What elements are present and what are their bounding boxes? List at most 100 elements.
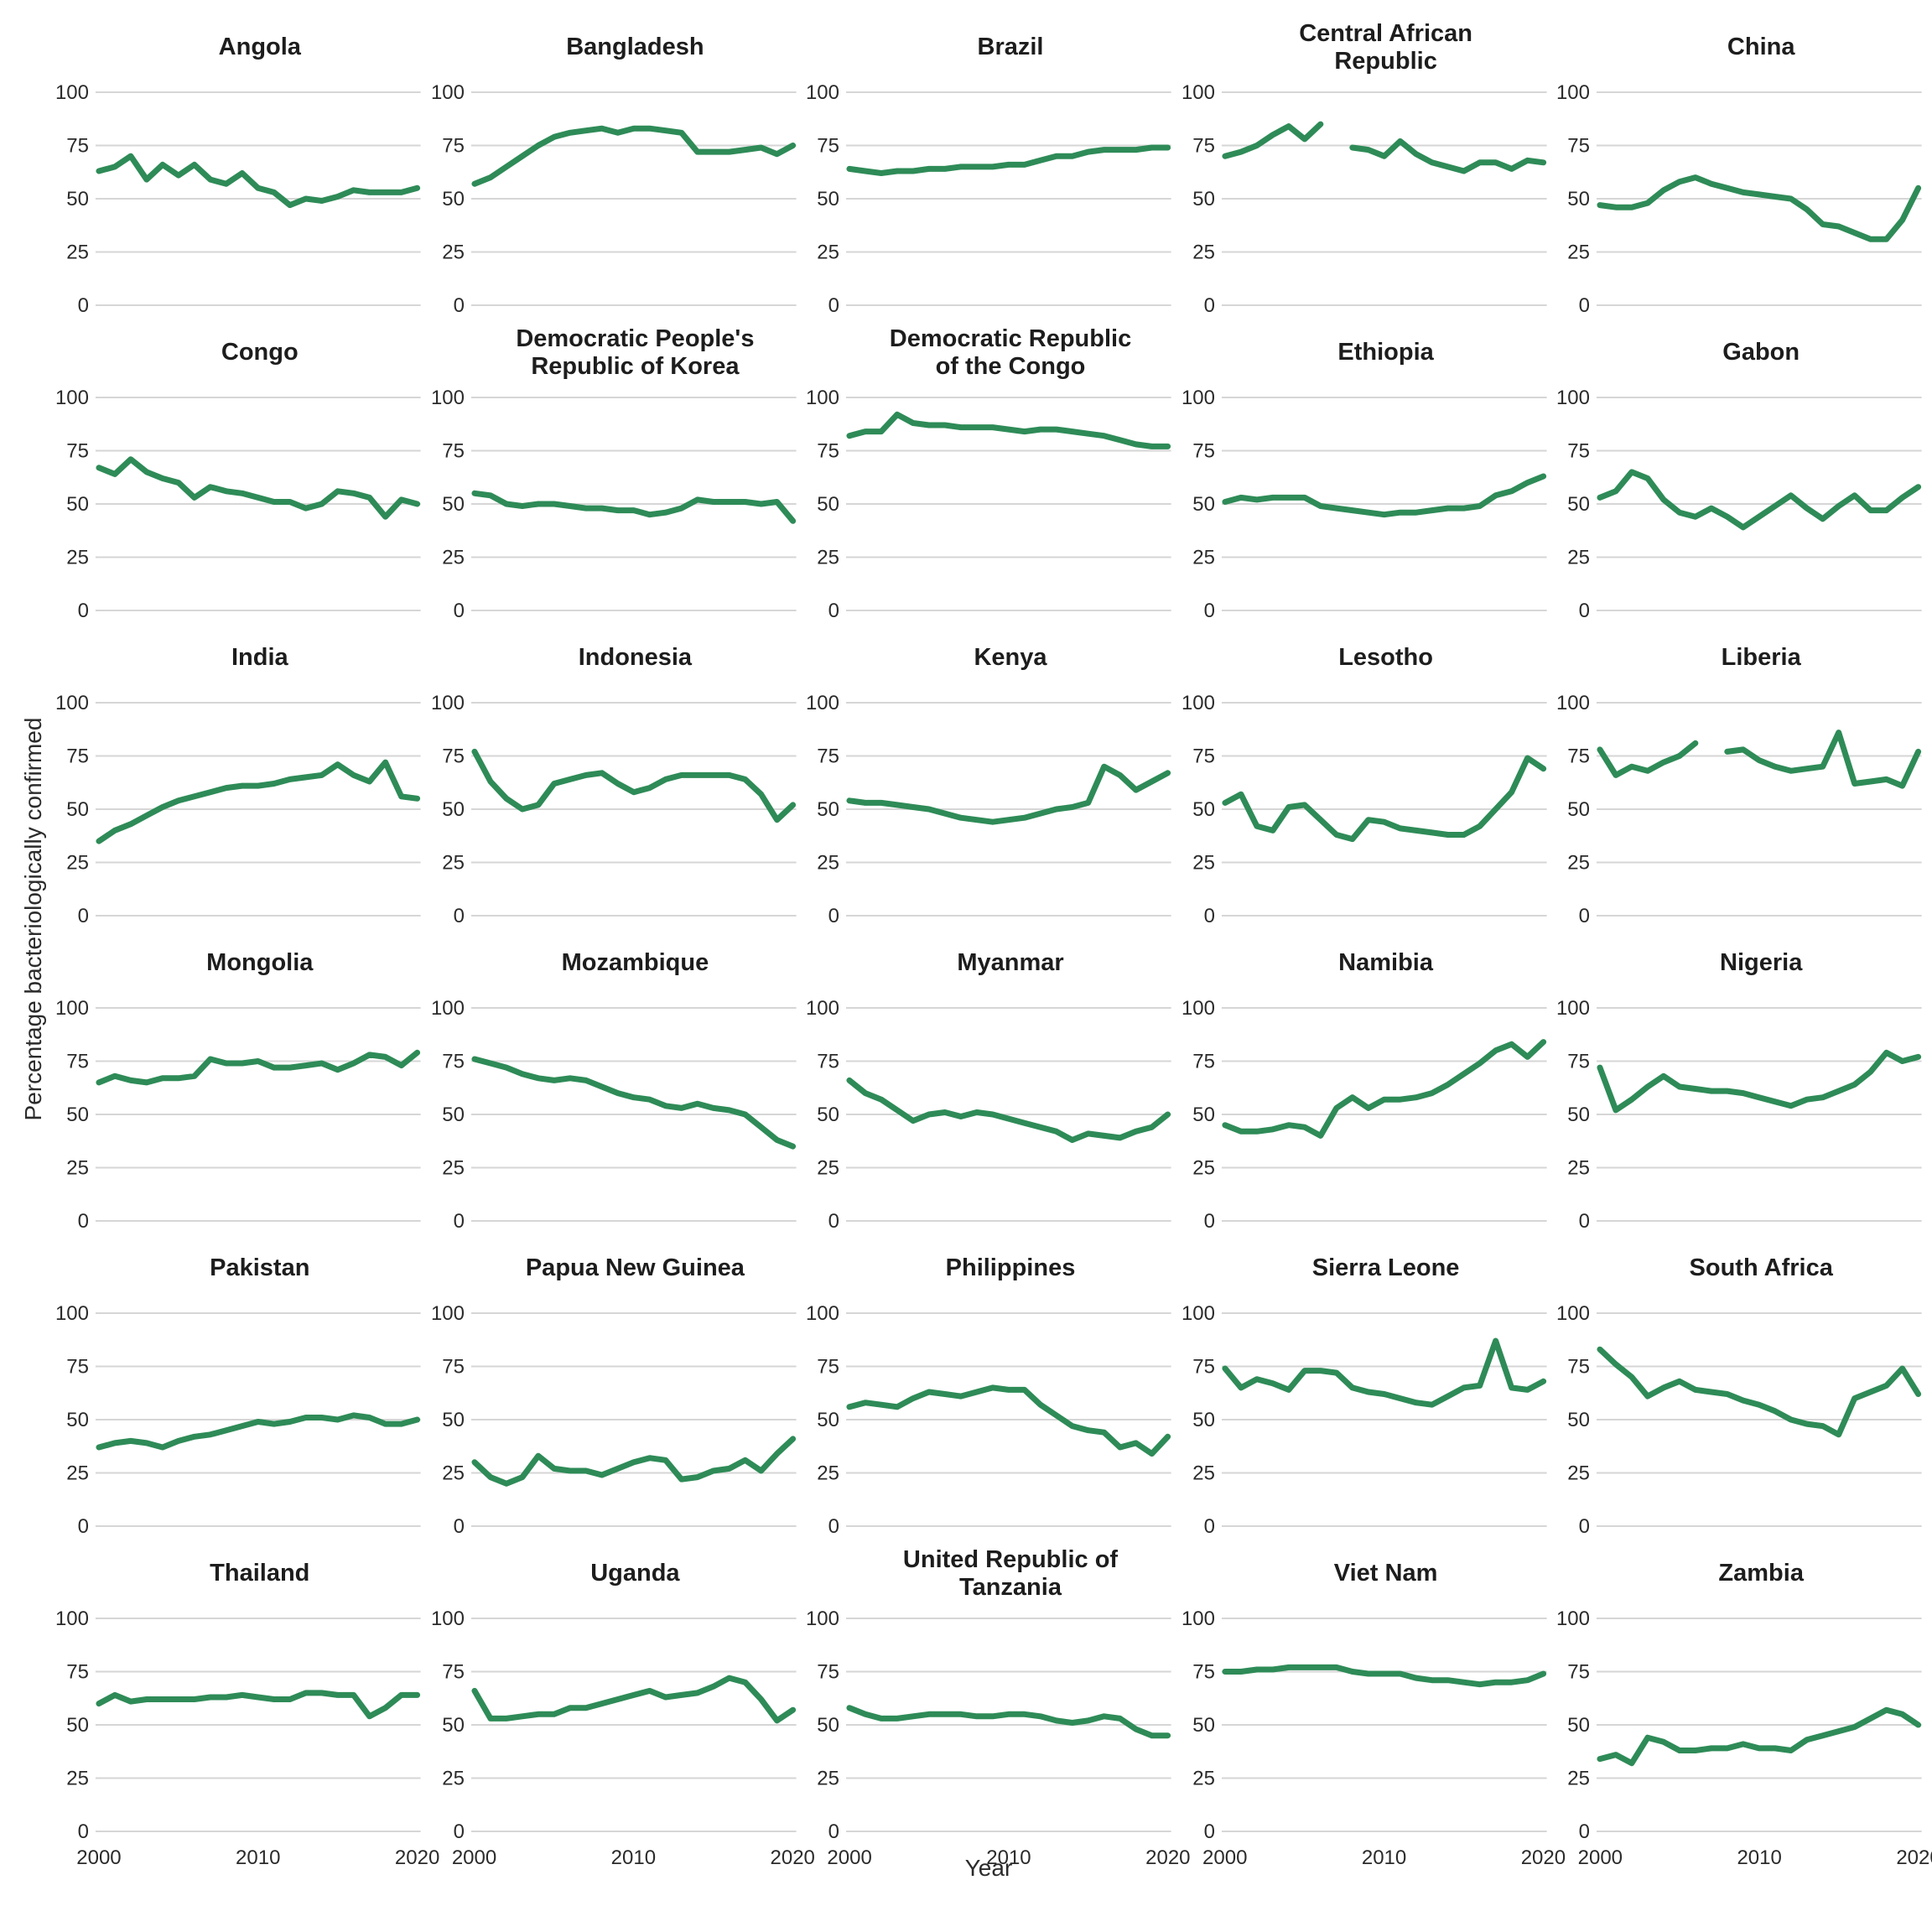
series-line bbox=[471, 1436, 796, 1487]
y-tick-label: 100 bbox=[431, 1305, 465, 1325]
facet-plot: 0 25 50 75 100 bbox=[806, 389, 1171, 622]
series-line bbox=[1222, 1039, 1546, 1139]
x-tick-label: 2020 bbox=[1896, 1846, 1932, 1869]
y-tick-label: 100 bbox=[55, 389, 89, 409]
facet-plot: 0 25 50 75 100 bbox=[55, 389, 421, 622]
x-tick-label: 2000 bbox=[76, 1846, 122, 1869]
series-line bbox=[96, 456, 421, 520]
facet-plot: 0 25 50 75 100 bbox=[1556, 1610, 1923, 1843]
facet-zambia: Zambia 0 25 50 75 100 2000 2010 2020 bbox=[1555, 1538, 1932, 1882]
x-tick-label: 2010 bbox=[986, 1846, 1031, 1869]
y-tick-label: 100 bbox=[1556, 389, 1590, 409]
x-axis-ticks: 2000 2010 2020 bbox=[429, 1846, 815, 1882]
facet-title: Nigeria bbox=[1720, 949, 1803, 977]
y-tick-label: 0 bbox=[78, 905, 89, 927]
y-tick-label: 50 bbox=[817, 1714, 839, 1737]
facet-philippines: Philippines 0 25 50 75 100 bbox=[804, 1233, 1173, 1538]
y-tick-label: 50 bbox=[1568, 1104, 1591, 1126]
facet-title: United Republic of Tanzania bbox=[902, 1545, 1119, 1601]
y-tick-label: 50 bbox=[442, 1409, 465, 1431]
facet-plot: 0 25 50 75 100 bbox=[1182, 1610, 1547, 1843]
y-tick-label: 50 bbox=[1192, 493, 1215, 516]
y-tick-label: 50 bbox=[1192, 1104, 1215, 1126]
y-tick-label: 25 bbox=[442, 1462, 465, 1484]
y-tick-label: 0 bbox=[78, 1515, 89, 1538]
y-tick-label: 0 bbox=[1203, 905, 1214, 927]
facet-plot: 0 25 50 75 100 bbox=[1182, 84, 1547, 317]
y-tick-label: 100 bbox=[55, 84, 89, 104]
y-tick-label: 75 bbox=[442, 1660, 465, 1683]
facet-ethiopia: Ethiopia 0 25 50 75 100 bbox=[1180, 317, 1549, 622]
facet-title: Philippines bbox=[945, 1254, 1076, 1282]
facet-title: Indonesia bbox=[578, 644, 693, 672]
facet-plot: 0 25 50 75 100 bbox=[55, 694, 421, 927]
y-tick-label: 50 bbox=[817, 493, 839, 516]
facet-title: South Africa bbox=[1689, 1254, 1833, 1282]
x-axis-ticks: 2000 2010 2020 bbox=[54, 1846, 439, 1882]
y-tick-label: 0 bbox=[1579, 294, 1590, 317]
facet-plot: 0 25 50 75 100 bbox=[55, 84, 421, 317]
y-tick-label: 0 bbox=[828, 1210, 839, 1233]
y-tick-label: 75 bbox=[1568, 134, 1591, 157]
facet-title: Viet Nam bbox=[1333, 1560, 1438, 1587]
y-tick-label: 75 bbox=[66, 1355, 89, 1378]
facet-papua-new-guinea: Papua New Guinea 0 25 50 75 100 bbox=[429, 1233, 798, 1538]
y-tick-label: 25 bbox=[66, 1767, 89, 1789]
y-tick-label: 100 bbox=[806, 84, 839, 104]
facet-title: Brazil bbox=[977, 34, 1044, 61]
y-tick-label: 100 bbox=[431, 84, 465, 104]
facet-bangladesh: Bangladesh 0 25 50 75 100 bbox=[429, 12, 798, 317]
series-line bbox=[846, 144, 1171, 176]
facet-title: Myanmar bbox=[957, 949, 1064, 977]
y-tick-label: 0 bbox=[828, 905, 839, 927]
y-tick-label: 25 bbox=[817, 851, 839, 874]
y-tick-label: 25 bbox=[1192, 851, 1215, 874]
facet-uganda: Uganda 0 25 50 75 100 2000 2010 2020 bbox=[429, 1538, 815, 1882]
facet-title: Liberia bbox=[1721, 644, 1801, 672]
y-tick-label: 25 bbox=[817, 546, 839, 569]
y-tick-label: 25 bbox=[442, 1767, 465, 1789]
y-tick-label: 100 bbox=[1556, 84, 1590, 104]
y-tick-label: 25 bbox=[442, 546, 465, 569]
series-line bbox=[471, 1056, 796, 1150]
y-tick-label: 75 bbox=[1568, 439, 1591, 462]
facet-title: Pakistan bbox=[210, 1254, 310, 1282]
y-tick-label: 0 bbox=[1203, 1515, 1214, 1538]
facet-india: India 0 25 50 75 100 bbox=[54, 622, 423, 927]
series-line bbox=[96, 153, 421, 209]
y-tick-label: 50 bbox=[442, 1714, 465, 1737]
y-tick-label: 100 bbox=[1556, 694, 1590, 714]
y-tick-label: 75 bbox=[442, 1050, 465, 1072]
y-tick-label: 25 bbox=[66, 241, 89, 263]
x-tick-label: 2020 bbox=[770, 1846, 815, 1869]
y-tick-label: 0 bbox=[78, 1820, 89, 1843]
facet-plot: 0 25 50 75 100 bbox=[431, 389, 797, 622]
y-tick-label: 75 bbox=[442, 1355, 465, 1378]
y-tick-label: 0 bbox=[78, 1210, 89, 1233]
y-tick-label: 75 bbox=[66, 134, 89, 157]
facet-viet-nam: Viet Nam 0 25 50 75 100 2000 2010 2020 bbox=[1180, 1538, 1566, 1882]
facet-plot: 0 25 50 75 100 bbox=[431, 1000, 797, 1233]
facet-title: China bbox=[1727, 34, 1795, 61]
facet-indonesia: Indonesia 0 25 50 75 100 bbox=[429, 622, 798, 927]
facet-plot: 0 25 50 75 100 bbox=[1556, 84, 1923, 317]
y-tick-label: 0 bbox=[78, 294, 89, 317]
y-tick-label: 50 bbox=[817, 1104, 839, 1126]
series-line bbox=[846, 1384, 1171, 1457]
y-tick-label: 100 bbox=[431, 389, 465, 409]
y-tick-label: 0 bbox=[453, 1820, 464, 1843]
y-tick-label: 50 bbox=[66, 1409, 89, 1431]
x-tick-label: 2020 bbox=[1520, 1846, 1566, 1869]
facet-title: Uganda bbox=[590, 1560, 680, 1587]
x-axis-ticks: 2000 2010 2020 bbox=[1555, 1846, 1932, 1882]
y-tick-label: 50 bbox=[66, 798, 89, 821]
y-tick-label: 75 bbox=[66, 1660, 89, 1683]
facet-title: Ethiopia bbox=[1337, 339, 1434, 366]
y-tick-label: 0 bbox=[453, 1210, 464, 1233]
facet-congo: Congo 0 25 50 75 100 bbox=[54, 317, 423, 622]
y-tick-label: 50 bbox=[66, 493, 89, 516]
y-tick-label: 100 bbox=[1182, 1000, 1215, 1020]
y-tick-label: 0 bbox=[1203, 1210, 1214, 1233]
series-line bbox=[471, 748, 796, 823]
series-line bbox=[96, 759, 421, 844]
